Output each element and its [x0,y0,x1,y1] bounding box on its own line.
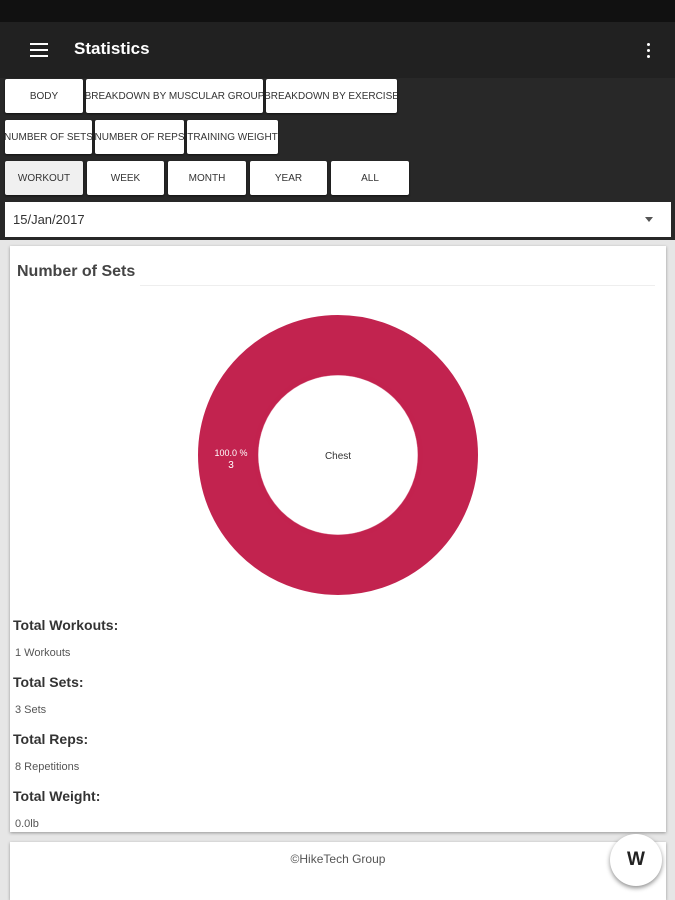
card-divider [140,285,655,286]
total-sets-label: Total Sets: [13,674,84,690]
footer-card: ©HikeTech Group [10,842,666,900]
date-value: 15/Jan/2017 [13,212,85,227]
hamburger-menu-icon[interactable] [22,38,56,62]
tab-training-weight[interactable]: TRAINING WEIGHT [187,120,278,154]
chart-center-label: Chest [325,451,351,462]
chart-hole [258,375,418,535]
tab-month[interactable]: MONTH [168,161,246,195]
app-logo-fab[interactable]: W [610,834,662,886]
copyright-text: ©HikeTech Group [290,852,386,866]
total-workouts-label: Total Workouts: [13,617,119,633]
tab-number-of-reps[interactable]: NUMBER OF REPS [95,120,184,154]
tab-number-of-sets[interactable]: NUMBER OF SETS [5,120,92,154]
tab-year[interactable]: YEAR [250,161,327,195]
tab-all[interactable]: ALL [331,161,409,195]
stats-card: Number of Sets 100.0 % 3 Chest Total Wor… [10,246,666,832]
chart-hole-ring [253,370,423,540]
total-weight-value: 0.0lb [15,818,39,830]
dropdown-arrow-icon [645,217,653,222]
page-title: Statistics [74,39,150,58]
total-weight-label: Total Weight: [13,788,101,804]
slice-value-label: 3 [228,460,234,471]
total-sets-value: 3 Sets [15,704,47,716]
tab-workout[interactable]: WORKOUT [5,161,83,195]
tab-body[interactable]: BODY [5,79,83,113]
total-reps-label: Total Reps: [13,731,89,747]
card-title: Number of Sets [17,263,136,280]
donut-chart: 100.0 % 3 Chest [198,315,478,595]
status-bar [0,0,675,22]
tab-breakdown-muscular-group[interactable]: BREAKDOWN BY MUSCULAR GROUP [86,79,263,113]
total-reps-value: 8 Repetitions [15,761,80,773]
app-bar: Statistics [0,22,675,78]
total-workouts-value: 1 Workouts [15,647,71,659]
tab-week[interactable]: WEEK [87,161,164,195]
logo-w-icon: W [627,849,645,870]
more-vert-icon[interactable] [638,38,660,62]
chart-slice-chest[interactable] [198,315,478,595]
slice-percent-label: 100.0 % [214,448,247,458]
tab-breakdown-exercise[interactable]: BREAKDOWN BY EXERCISE [266,79,397,113]
date-select[interactable]: 15/Jan/2017 [5,202,671,237]
